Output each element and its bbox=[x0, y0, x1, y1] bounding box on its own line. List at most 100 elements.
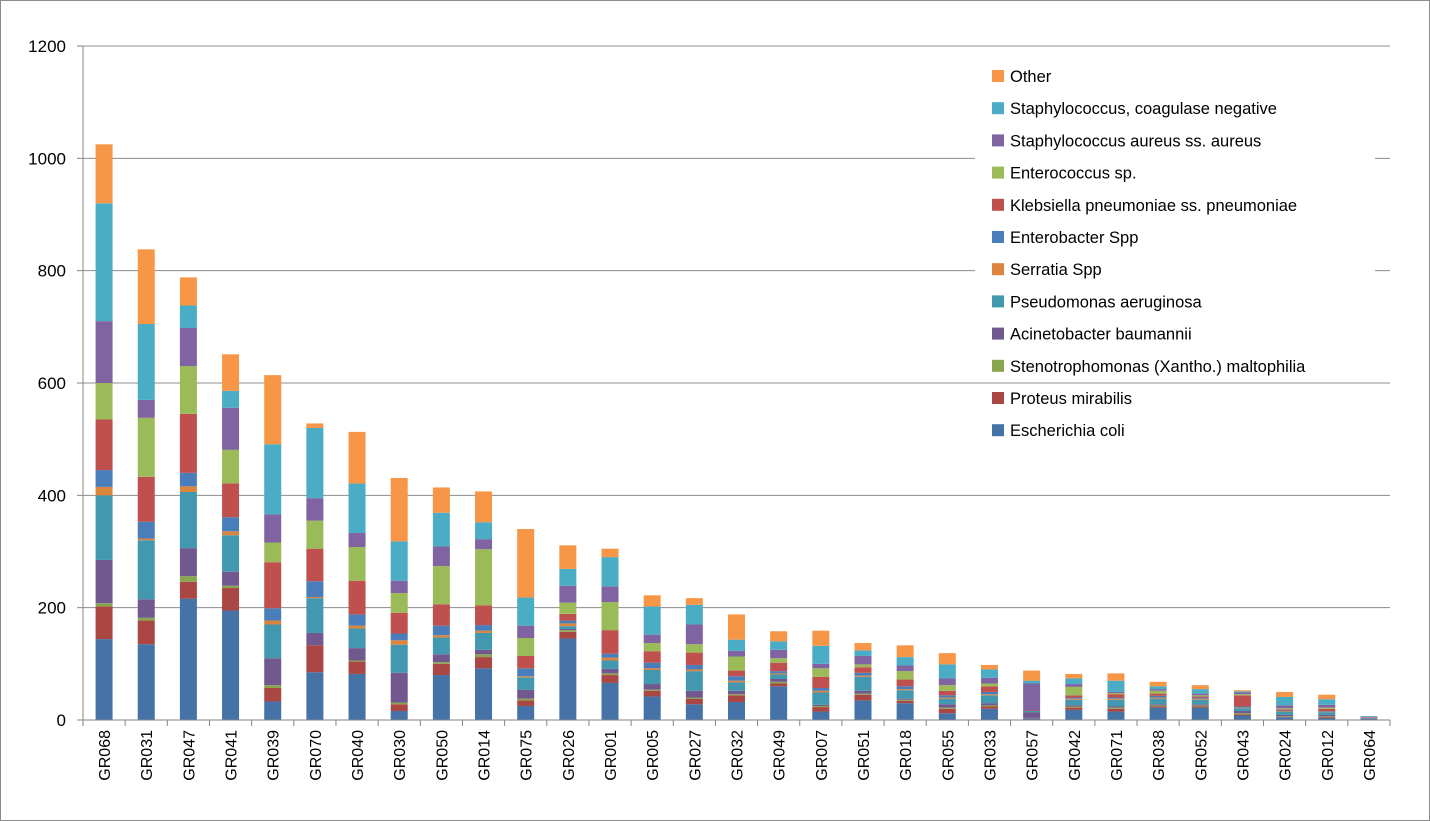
bar-segment bbox=[685, 598, 703, 605]
bar-segment bbox=[222, 517, 240, 532]
bar-segment bbox=[348, 547, 366, 581]
bar-segment bbox=[432, 566, 450, 605]
bar-segment bbox=[179, 277, 197, 306]
bar-segment bbox=[1023, 711, 1041, 713]
bar-segment bbox=[517, 637, 535, 656]
bar-segment bbox=[728, 682, 745, 691]
legend-label: Proteus mirabilis bbox=[1010, 390, 1132, 408]
bar-segment bbox=[1149, 693, 1167, 696]
bar-segment bbox=[896, 699, 914, 701]
bar-segment bbox=[348, 483, 366, 533]
bar-segment bbox=[812, 704, 830, 706]
gridlines bbox=[83, 45, 1390, 609]
bar-segment bbox=[222, 585, 240, 589]
bar-segment bbox=[980, 706, 998, 709]
bar-segment bbox=[854, 650, 872, 656]
bar-segment bbox=[896, 689, 914, 691]
legend-label: Stenotrophomonas (Xantho.) maltophilia bbox=[1010, 358, 1306, 376]
bar-segment bbox=[348, 648, 366, 661]
bar-segment bbox=[1318, 704, 1336, 708]
bar-segment bbox=[1023, 683, 1041, 711]
bar-segment bbox=[475, 491, 493, 523]
bar-segment bbox=[222, 407, 240, 450]
bar-segment bbox=[137, 617, 155, 621]
bar-segment bbox=[222, 610, 240, 720]
bar-segment bbox=[980, 691, 998, 695]
bar-segment bbox=[938, 698, 956, 705]
bar-segment bbox=[728, 695, 745, 703]
bar-segment bbox=[685, 698, 703, 705]
bar-segment bbox=[432, 675, 450, 720]
legend-swatch bbox=[992, 263, 1004, 276]
bar-segment bbox=[728, 680, 745, 683]
bar-segment bbox=[179, 486, 197, 492]
bar-segment bbox=[1360, 717, 1378, 718]
bar-segment bbox=[264, 620, 282, 625]
legend-label: Klebsiella pneumoniae ss. pneumoniae bbox=[1010, 197, 1297, 215]
bar-segment bbox=[1023, 670, 1041, 681]
bar-segment bbox=[390, 644, 408, 673]
bar-segment bbox=[1191, 685, 1209, 690]
bar-segment bbox=[1149, 698, 1167, 705]
bar-segment bbox=[432, 635, 450, 638]
bar-segment bbox=[643, 668, 661, 671]
bar-segment bbox=[643, 606, 661, 635]
bar-segment bbox=[390, 672, 408, 703]
bar-segment bbox=[896, 686, 914, 690]
bar-segment bbox=[348, 628, 366, 649]
bar-segment bbox=[728, 702, 745, 720]
x-tick-label: GR070 bbox=[308, 730, 325, 781]
bar-segment bbox=[475, 539, 493, 550]
x-tick-label: GR018 bbox=[898, 730, 915, 781]
bar-segment bbox=[643, 684, 661, 690]
bar-segment bbox=[1318, 717, 1336, 720]
bar-segment bbox=[1023, 680, 1041, 684]
bar-series-group bbox=[95, 144, 1378, 720]
bar-segment bbox=[1065, 684, 1083, 687]
bar-segment bbox=[432, 663, 450, 676]
y-axis-ticks: 0 200 400 600 800 1000 1200 bbox=[28, 37, 83, 730]
legend-background bbox=[975, 59, 1375, 381]
bar-segment bbox=[517, 676, 535, 678]
bar-segment bbox=[95, 603, 113, 607]
x-tick-label: GR064 bbox=[1362, 730, 1379, 781]
legend-swatch bbox=[992, 134, 1004, 147]
bar-segment bbox=[770, 683, 788, 687]
bar-segment bbox=[1191, 698, 1209, 700]
bar-segment bbox=[179, 548, 197, 577]
bar-segment bbox=[1276, 716, 1294, 717]
bar-segment bbox=[1107, 680, 1125, 692]
bar-segment bbox=[559, 623, 577, 627]
bar-segment bbox=[306, 498, 324, 521]
bar-segment bbox=[95, 639, 113, 720]
bar-segment bbox=[854, 667, 872, 673]
bar-segment bbox=[685, 697, 703, 699]
bar-segment bbox=[938, 704, 956, 708]
x-tick-label: GR038 bbox=[1151, 730, 1168, 781]
bar-segment bbox=[1276, 717, 1294, 720]
bar-segment bbox=[390, 711, 408, 720]
bar-segment bbox=[264, 685, 282, 688]
bar-segment bbox=[770, 686, 788, 720]
bar-segment bbox=[685, 624, 703, 645]
x-tick-label: GR057 bbox=[1025, 730, 1042, 781]
bar-segment bbox=[306, 423, 324, 428]
bar-segment bbox=[1149, 705, 1167, 707]
bar-segment bbox=[179, 491, 197, 549]
bar-segment bbox=[137, 249, 155, 325]
bar-segment bbox=[1233, 706, 1251, 708]
x-tick-label: GR001 bbox=[603, 730, 620, 781]
bar-segment bbox=[1065, 686, 1083, 696]
bar-segment bbox=[475, 522, 493, 540]
bar-segment bbox=[264, 562, 282, 609]
bar-segment bbox=[559, 631, 577, 639]
bar-segment bbox=[770, 674, 788, 679]
bar-segment bbox=[1065, 698, 1083, 700]
bar-segment bbox=[728, 694, 745, 696]
bar-segment bbox=[306, 632, 324, 646]
bar-segment bbox=[95, 419, 113, 471]
bar-segment bbox=[938, 707, 956, 709]
bar-segment bbox=[854, 700, 872, 720]
x-tick-label: GR033 bbox=[982, 730, 999, 781]
bar-segment bbox=[812, 630, 830, 646]
